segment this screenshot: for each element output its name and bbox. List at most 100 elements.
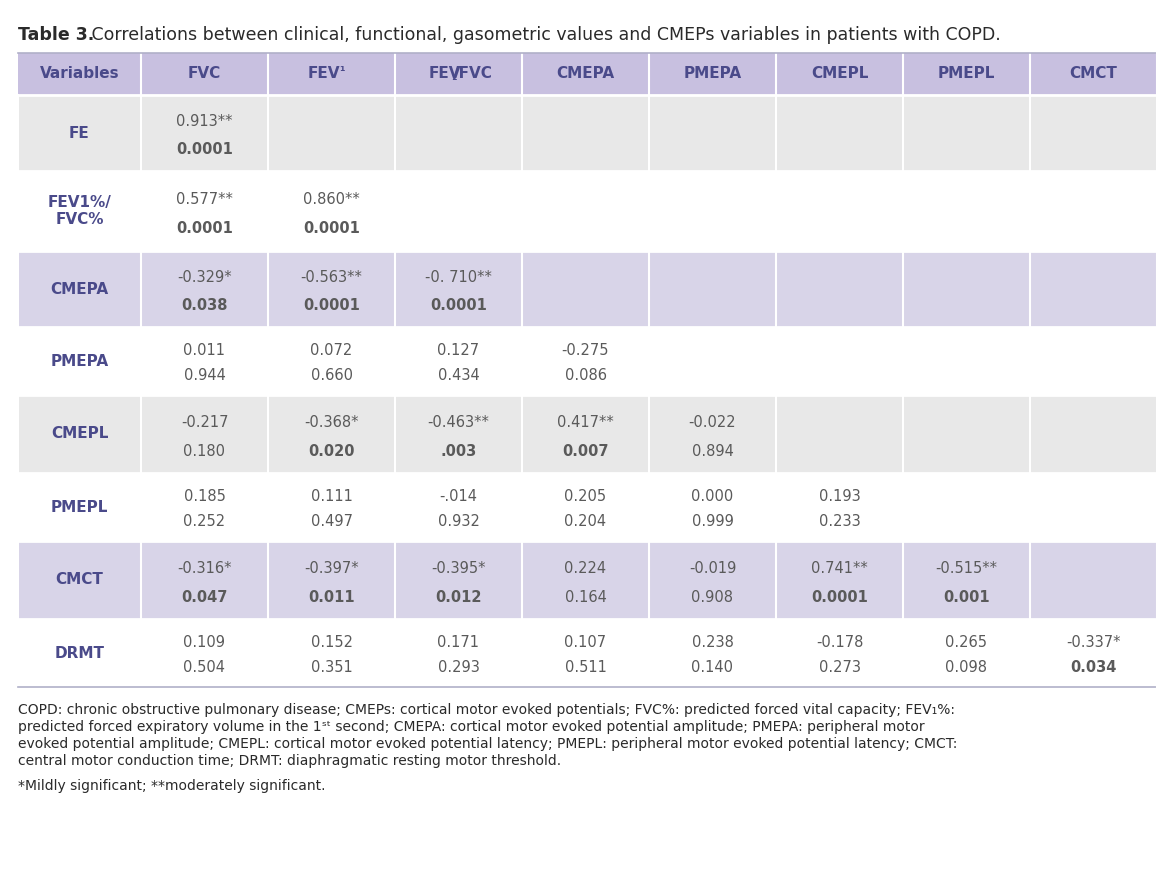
Bar [1030, 53, 1157, 95]
Text: -0.022: -0.022 [689, 415, 736, 430]
Bar [522, 53, 649, 95]
Text: 0.152: 0.152 [310, 635, 353, 650]
Bar [522, 619, 649, 687]
Bar [18, 327, 141, 395]
Bar [18, 251, 141, 327]
Text: 0.351: 0.351 [310, 661, 353, 676]
Text: Correlations between clinical, functional, gasometric values and CMEPs variables: Correlations between clinical, functiona… [86, 26, 1001, 44]
Bar [649, 53, 776, 95]
Text: 0.007: 0.007 [562, 444, 609, 459]
Text: -0.563**: -0.563** [301, 270, 362, 285]
Bar [1030, 473, 1157, 541]
Text: -0.275: -0.275 [562, 344, 609, 358]
Bar [903, 251, 1030, 327]
Text: -0.463**: -0.463** [428, 415, 489, 430]
Text: 0.265: 0.265 [946, 635, 988, 650]
Bar [776, 395, 903, 473]
Text: 0.0001: 0.0001 [303, 298, 360, 313]
Text: PMEPL: PMEPL [51, 499, 108, 514]
Bar [903, 619, 1030, 687]
Text: -0.397*: -0.397* [305, 561, 359, 575]
Text: -0.329*: -0.329* [178, 270, 232, 285]
Text: -0.316*: -0.316* [178, 561, 232, 575]
Text: 0.944: 0.944 [183, 369, 226, 384]
Bar [522, 473, 649, 541]
Text: -.014: -.014 [440, 489, 477, 504]
Bar [522, 395, 649, 473]
Text: 0.577**: 0.577** [176, 192, 233, 207]
Text: CMCT: CMCT [55, 573, 103, 588]
Bar [903, 171, 1030, 251]
Bar [268, 53, 395, 95]
Text: 0.908: 0.908 [691, 590, 734, 605]
Text: central motor conduction time; DRMT: diaphragmatic resting motor threshold.: central motor conduction time; DRMT: dia… [18, 754, 561, 768]
Text: 0.109: 0.109 [183, 635, 226, 650]
Text: 0.047: 0.047 [181, 590, 228, 605]
Text: Variables: Variables [40, 67, 119, 82]
Text: 0.001: 0.001 [943, 590, 990, 605]
Text: 0.098: 0.098 [946, 661, 988, 676]
Bar [522, 95, 649, 171]
Bar [522, 327, 649, 395]
Bar [649, 541, 776, 619]
Bar [141, 53, 268, 95]
Bar [776, 251, 903, 327]
Text: 0.0001: 0.0001 [303, 221, 360, 236]
Bar [903, 95, 1030, 171]
Bar [395, 541, 522, 619]
Text: FEV1%/: FEV1%/ [47, 195, 112, 210]
Bar [903, 473, 1030, 541]
Text: PMEPA: PMEPA [51, 353, 108, 369]
Text: 0.741**: 0.741** [811, 561, 868, 575]
Bar [903, 53, 1030, 95]
Bar [649, 473, 776, 541]
Text: Table 3.: Table 3. [18, 26, 94, 44]
Bar [776, 541, 903, 619]
Text: -0.515**: -0.515** [935, 561, 997, 575]
Text: 0.932: 0.932 [437, 514, 480, 529]
Text: .003: .003 [440, 444, 476, 459]
Text: 0.0001: 0.0001 [811, 590, 868, 605]
Text: 0.497: 0.497 [310, 514, 353, 529]
Text: 0.193: 0.193 [818, 489, 861, 504]
Text: 0.860**: 0.860** [303, 192, 360, 207]
Bar [268, 95, 395, 171]
Bar [141, 541, 268, 619]
Bar [649, 327, 776, 395]
Text: /FVC: /FVC [453, 67, 492, 82]
Text: DRMT: DRMT [54, 646, 105, 661]
Text: 0.204: 0.204 [564, 514, 607, 529]
Bar [903, 395, 1030, 473]
Bar [141, 395, 268, 473]
Text: -0.395*: -0.395* [432, 561, 486, 575]
Bar [18, 473, 141, 541]
Text: 0.273: 0.273 [818, 661, 861, 676]
Bar [649, 251, 776, 327]
Text: ₁: ₁ [450, 70, 456, 83]
Bar [18, 619, 141, 687]
Bar [776, 619, 903, 687]
Bar [1030, 327, 1157, 395]
Text: 0.000: 0.000 [691, 489, 734, 504]
Text: 0.434: 0.434 [437, 369, 480, 384]
Bar [903, 327, 1030, 395]
Bar [141, 95, 268, 171]
Text: -0.217: -0.217 [181, 415, 228, 430]
Bar [395, 619, 522, 687]
Text: 0.0001: 0.0001 [430, 298, 487, 313]
Bar [141, 327, 268, 395]
Text: COPD: chronic obstructive pulmonary disease; CMEPs: cortical motor evoked potent: COPD: chronic obstructive pulmonary dise… [18, 703, 955, 717]
Bar [649, 619, 776, 687]
Text: 0.185: 0.185 [183, 489, 226, 504]
Bar [776, 171, 903, 251]
Text: 0.086: 0.086 [564, 369, 607, 384]
Bar [268, 251, 395, 327]
Text: 0.180: 0.180 [183, 444, 226, 459]
Text: 0.011: 0.011 [183, 344, 226, 358]
Text: evoked potential amplitude; CMEPL: cortical motor evoked potential latency; PMEP: evoked potential amplitude; CMEPL: corti… [18, 737, 957, 751]
Bar [1030, 395, 1157, 473]
Bar [776, 53, 903, 95]
Text: CMEPA: CMEPA [556, 67, 615, 82]
Text: 0.140: 0.140 [691, 661, 734, 676]
Bar [1030, 251, 1157, 327]
